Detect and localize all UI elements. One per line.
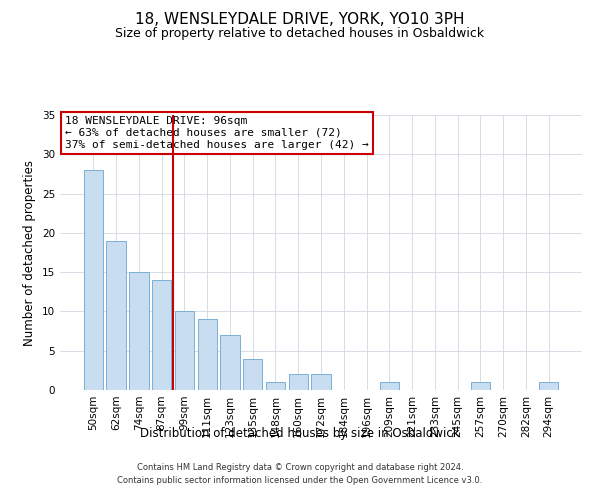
Bar: [380, 382, 399, 390]
Text: 18, WENSLEYDALE DRIVE, YORK, YO10 3PH: 18, WENSLEYDALE DRIVE, YORK, YO10 3PH: [135, 12, 465, 28]
Bar: [311, 374, 331, 390]
Bar: [197, 320, 217, 390]
Bar: [289, 374, 308, 390]
Bar: [266, 382, 285, 390]
Bar: [539, 382, 558, 390]
Text: Contains public sector information licensed under the Open Government Licence v3: Contains public sector information licen…: [118, 476, 482, 485]
Text: Distribution of detached houses by size in Osbaldwick: Distribution of detached houses by size …: [140, 428, 460, 440]
Bar: [152, 280, 172, 390]
Text: 18 WENSLEYDALE DRIVE: 96sqm
← 63% of detached houses are smaller (72)
37% of sem: 18 WENSLEYDALE DRIVE: 96sqm ← 63% of det…: [65, 116, 369, 150]
Y-axis label: Number of detached properties: Number of detached properties: [23, 160, 37, 346]
Bar: [129, 272, 149, 390]
Bar: [175, 312, 194, 390]
Bar: [84, 170, 103, 390]
Text: Contains HM Land Registry data © Crown copyright and database right 2024.: Contains HM Land Registry data © Crown c…: [137, 464, 463, 472]
Bar: [220, 335, 239, 390]
Bar: [106, 240, 126, 390]
Text: Size of property relative to detached houses in Osbaldwick: Size of property relative to detached ho…: [115, 28, 485, 40]
Bar: [470, 382, 490, 390]
Bar: [243, 358, 262, 390]
